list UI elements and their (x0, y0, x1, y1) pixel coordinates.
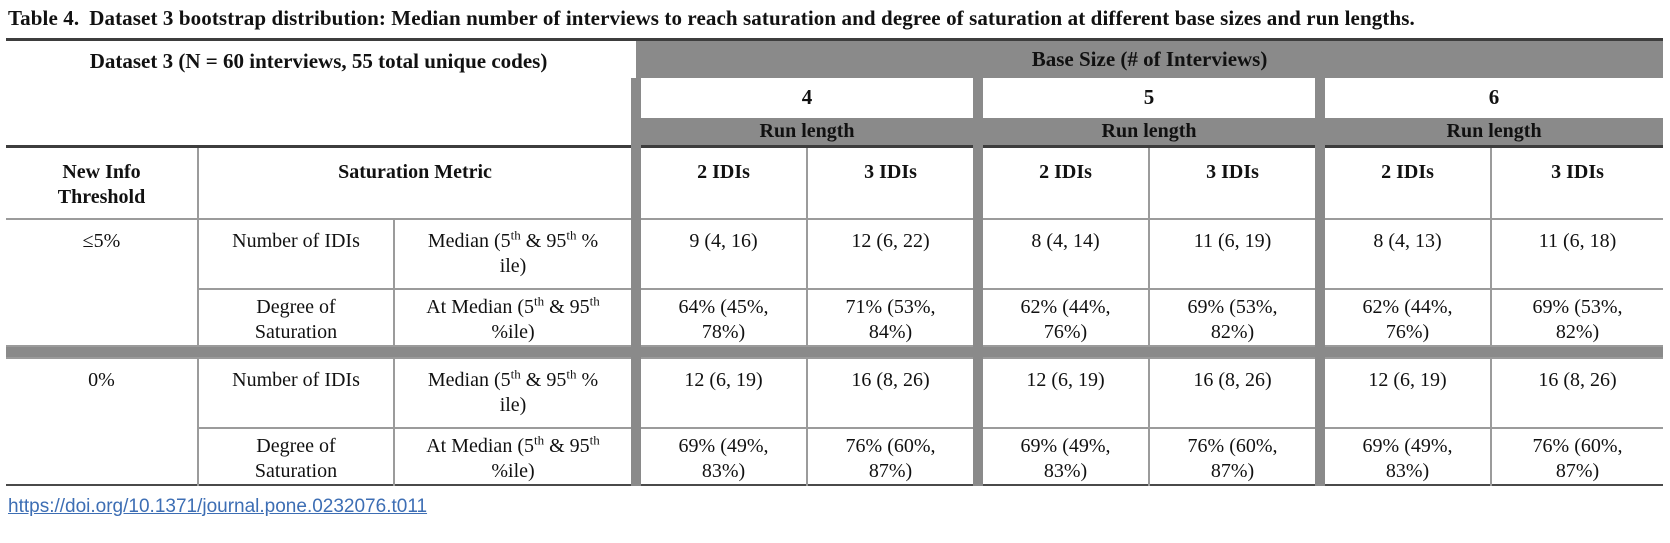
data-cell: 64% (45%, 78%) (631, 287, 808, 346)
column-header-row: New Info Threshold Saturation Metric 2 I… (6, 145, 1664, 219)
metric-name-cell: Number of IDIs (197, 356, 394, 428)
idi-column-header: 2 IDIs (973, 145, 1150, 219)
data-cell: 76% (60%, 87%) (1148, 426, 1321, 485)
metric-stat-cell: At Median (5th & 95th %ile) (392, 426, 637, 485)
separator-bar (6, 344, 1664, 358)
idi-column-header: 3 IDIs (806, 145, 979, 219)
data-cell: 12 (6, 19) (631, 356, 808, 428)
data-cell: 16 (8, 26) (1490, 356, 1664, 428)
idi-column-header: 3 IDIs (1148, 145, 1321, 219)
metric-name-cell: Degree of Saturation (197, 426, 394, 485)
run-length-cell: Run length (973, 117, 1321, 147)
table-caption: Table 4. Dataset 3 bootstrap distribution… (8, 6, 1663, 31)
run-length-cell: Run length (1315, 117, 1664, 147)
metric-name-cell: Degree of Saturation (197, 287, 394, 346)
metric-stat-cell: Median (5th & 95th % ile) (392, 217, 637, 289)
idi-column-header: 3 IDIs (1490, 145, 1664, 219)
threshold-cell: 0% (6, 356, 198, 485)
results-table: Dataset 3 (N = 60 interviews, 55 total u… (6, 38, 1664, 486)
idi-column-header: 2 IDIs (1315, 145, 1492, 219)
data-cell: 12 (6, 22) (806, 217, 979, 289)
data-cell: 76% (60%, 87%) (1490, 426, 1664, 485)
data-cell: 69% (49%, 83%) (1315, 426, 1492, 485)
data-cell: 11 (6, 19) (1148, 217, 1321, 289)
data-cell: 71% (53%, 84%) (806, 287, 979, 346)
metric-column-header: Saturation Metric (196, 145, 637, 219)
superscript: th (533, 292, 545, 308)
base-size-6-cell: 6 (1315, 77, 1664, 118)
data-cell: 69% (53%, 82%) (1148, 287, 1321, 346)
base-size-header-cell: Base Size (# of Interviews) (636, 39, 1664, 78)
threshold-group-separator (6, 344, 1664, 358)
data-cell: 16 (8, 26) (806, 356, 979, 428)
table-caption-label: Table 4. (8, 6, 80, 30)
superscript: th (566, 365, 577, 381)
page: Table 4. Dataset 3 bootstrap distribution… (6, 6, 1664, 517)
idi-column-header: 2 IDIs (631, 145, 808, 219)
data-cell: 69% (49%, 83%) (631, 426, 808, 485)
header-row-dataset: Dataset 3 (N = 60 interviews, 55 total u… (6, 39, 1664, 78)
table-row: Degree of Saturation At Median (5th & 95… (6, 426, 1664, 485)
data-cell: 69% (53%, 82%) (1490, 287, 1664, 346)
superscript: th (589, 431, 600, 447)
data-cell: 8 (4, 14) (973, 217, 1150, 289)
base-size-5-cell: 5 (973, 77, 1321, 118)
data-cell: 8 (4, 13) (1315, 217, 1492, 289)
threshold-column-header: New Info Threshold (6, 145, 198, 219)
metric-stat-cell: At Median (5th & 95th %ile) (392, 287, 637, 346)
data-cell: 12 (6, 19) (973, 356, 1150, 428)
threshold-cell: ≤5% (6, 217, 198, 346)
table-row: 0% Number of IDIs Median (5th & 95th % i… (6, 356, 1664, 485)
data-cell: 62% (44%, 76%) (973, 287, 1150, 346)
data-cell: 76% (60%, 87%) (806, 426, 979, 485)
table-row: ≤5% Number of IDIs Median (5th & 95th % … (6, 217, 1664, 346)
data-cell: 69% (49%, 83%) (973, 426, 1150, 485)
superscript: th (510, 365, 521, 381)
superscript: th (533, 431, 545, 447)
metric-name-cell: Number of IDIs (197, 217, 394, 289)
table-caption-text: Dataset 3 bootstrap distribution: Median… (89, 6, 1415, 30)
base-size-4-cell: 4 (631, 77, 979, 118)
header-row-run-length: Run length Run length Run length (6, 117, 1664, 147)
data-cell: 11 (6, 18) (1490, 217, 1664, 289)
superscript: th (566, 226, 577, 242)
superscript: th (589, 292, 600, 308)
metric-stat-cell: Median (5th & 95th % ile) (392, 356, 637, 428)
table-row: Degree of Saturation At Median (5th & 95… (6, 287, 1664, 346)
data-cell: 9 (4, 16) (631, 217, 808, 289)
doi-link[interactable]: https://doi.org/10.1371/journal.pone.023… (8, 495, 428, 517)
data-cell: 16 (8, 26) (1148, 356, 1321, 428)
run-length-cell: Run length (631, 117, 979, 147)
dataset-header-cell: Dataset 3 (N = 60 interviews, 55 total u… (89, 49, 548, 73)
superscript: th (510, 226, 521, 242)
header-row-base-sizes: 4 5 6 (6, 77, 1664, 118)
data-cell: 12 (6, 19) (1315, 356, 1492, 428)
data-cell: 62% (44%, 76%) (1315, 287, 1492, 346)
